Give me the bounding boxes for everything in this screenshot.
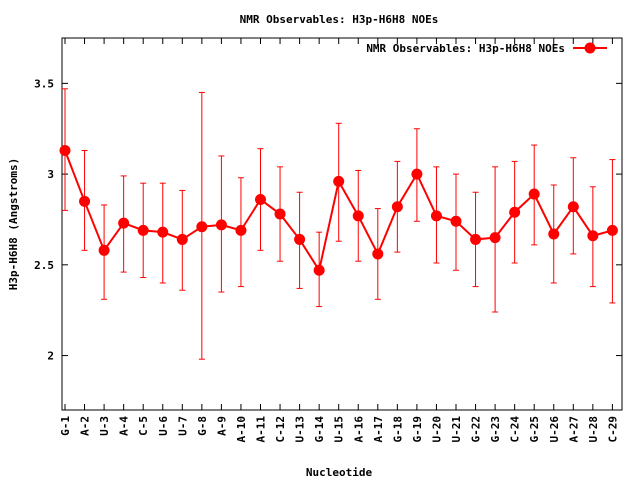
x-tick-label: G-1 (59, 416, 72, 436)
data-point (352, 210, 364, 222)
x-tick-label: G-25 (528, 416, 541, 443)
data-point (196, 221, 208, 233)
x-tick-label: A-27 (567, 416, 580, 443)
x-tick-label: U-7 (176, 416, 189, 436)
x-tick-label: U-26 (548, 416, 561, 443)
y-tick-label: 2 (47, 350, 54, 363)
x-tick-label: U-28 (587, 416, 600, 443)
data-point (235, 224, 247, 236)
x-tick-label: A-10 (235, 416, 248, 443)
y-axis: 2 2.5 3 3.5 (34, 77, 622, 363)
legend-label: NMR Observables: H3p-H6H8 NOEs (366, 42, 565, 55)
x-tick-label: U-6 (157, 416, 170, 436)
data-point (176, 233, 188, 245)
data-point (313, 264, 325, 276)
x-tick-label: G-22 (470, 416, 483, 443)
plot-area-frame (61, 37, 623, 411)
data-point (391, 201, 403, 213)
x-tick-label: C-5 (137, 416, 150, 436)
x-tick-label: C-29 (606, 416, 619, 443)
x-tick-label: A-2 (79, 416, 92, 436)
x-tick-label: C-24 (509, 416, 522, 443)
data-point (489, 232, 501, 244)
data-points (59, 145, 618, 276)
x-tick-label: U-15 (333, 416, 346, 443)
data-point (98, 244, 110, 256)
x-tick-label: G-8 (196, 416, 209, 436)
data-point (118, 217, 130, 229)
legend-marker (584, 42, 596, 54)
x-tick-label: C-12 (274, 416, 287, 443)
x-tick-label: U-3 (98, 416, 111, 436)
data-point (255, 194, 266, 206)
y-tick-label: 3.5 (34, 77, 54, 90)
data-point (450, 215, 462, 227)
error-bars (62, 88, 616, 360)
data-point (548, 228, 560, 240)
x-tick-label: G-14 (313, 416, 326, 443)
x-tick-label: A-11 (255, 416, 268, 443)
x-tick-label: U-21 (450, 416, 463, 443)
data-point (372, 248, 384, 260)
data-point (79, 195, 91, 207)
data-point (470, 233, 482, 245)
x-axis: G-1 A-2 U-3 A-4 C-5 U-6 U-7 G-8 A-9 A-10 A-11 C-12 U… (59, 38, 619, 443)
data-point (509, 206, 521, 218)
x-tick-label: G-23 (489, 416, 502, 443)
data-point (567, 201, 579, 213)
data-point (59, 145, 71, 157)
y-tick-label: 3 (47, 168, 54, 181)
x-tick-label: U-20 (430, 416, 443, 443)
x-tick-label: A-4 (118, 416, 131, 436)
y-axis-label: H3p-H6H8 (Angstroms) (7, 158, 20, 290)
data-point (215, 219, 227, 231)
x-axis-label: Nucleotide (306, 466, 373, 479)
data-point (274, 208, 286, 220)
x-tick-label: G-18 (391, 416, 404, 443)
chart-title: NMR Observables: H3p-H6H8 NOEs (240, 13, 439, 26)
data-point (587, 230, 599, 242)
x-tick-label: A-9 (215, 416, 228, 436)
legend: NMR Observables: H3p-H6H8 NOEs (366, 42, 607, 55)
y-tick-label: 2.5 (34, 259, 54, 272)
data-point (333, 175, 345, 187)
data-point (137, 224, 149, 236)
data-point (294, 233, 306, 245)
x-tick-label: A-17 (372, 416, 385, 443)
data-point (411, 168, 423, 180)
data-point (528, 188, 540, 200)
x-tick-label: U-13 (294, 416, 307, 443)
x-tick-label: G-19 (411, 416, 424, 443)
data-point (606, 224, 618, 236)
data-point (430, 210, 442, 222)
x-tick-label: A-16 (352, 416, 365, 443)
data-point (157, 226, 169, 238)
